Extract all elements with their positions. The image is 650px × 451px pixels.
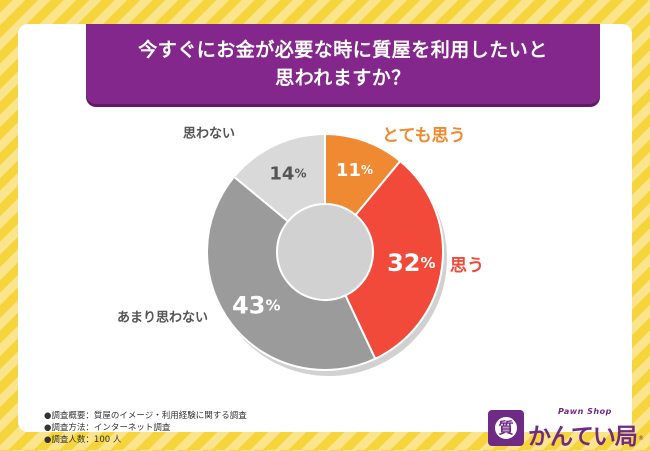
- slice-category-label-3: 思わない: [183, 127, 235, 142]
- slice-category-label-0: とても思う: [382, 126, 466, 146]
- survey-note-method: ●調査方法：インターネット調査: [44, 423, 171, 433]
- pawn-badge-icon: 質: [488, 410, 524, 446]
- title-line-2: 思われますか？: [275, 67, 411, 89]
- slice-value-label-3: 14%: [269, 163, 306, 184]
- slice-value-label-0: 11%: [336, 160, 373, 181]
- slice-category-label-2: あまり思わない: [117, 311, 208, 326]
- donut-slice-1: [344, 159, 444, 361]
- slice-category-label-1: 思う: [450, 256, 484, 276]
- chart-slices: [206, 132, 444, 371]
- slice-value-label-2: 43%: [232, 291, 280, 319]
- donut-slice-3: [232, 132, 326, 223]
- registered-mark: ®: [638, 435, 644, 442]
- kanteikyoku-logo: 質 Pawn Shop かんてい局 ®: [488, 402, 648, 450]
- title-banner: 今すぐにお金が必要な時に質屋を利用したいと 思われますか？: [86, 24, 600, 104]
- survey-note-count: ●調査人数：100 人: [44, 435, 122, 445]
- survey-notes: ●調査概要：質屋のイメージ・利用経験に関する調査 ●調査方法：インターネット調査…: [44, 410, 247, 446]
- donut-slice-2: [206, 175, 377, 371]
- donut-chart: 11% とても思う 32% 思う 43% あまり思わない 14% 思わない: [117, 126, 484, 376]
- survey-note-summary: ●調査概要：質屋のイメージ・利用経験に関する調査: [44, 411, 247, 421]
- chart-labels: 11% とても思う 32% 思う 43% あまり思わない 14% 思わない: [117, 126, 484, 326]
- badge-char: 質: [498, 418, 514, 437]
- logo-subtitle: Pawn Shop: [558, 407, 612, 416]
- slice-value-label-1: 32%: [387, 249, 435, 277]
- chart-card: 今すぐにお金が必要な時に質屋を利用したいと 思われますか？ 11% とても思う 32…: [18, 24, 644, 450]
- logo-name: かんてい局: [528, 424, 638, 450]
- title-line-1: 今すぐにお金が必要な時に質屋を利用したいと: [138, 39, 548, 61]
